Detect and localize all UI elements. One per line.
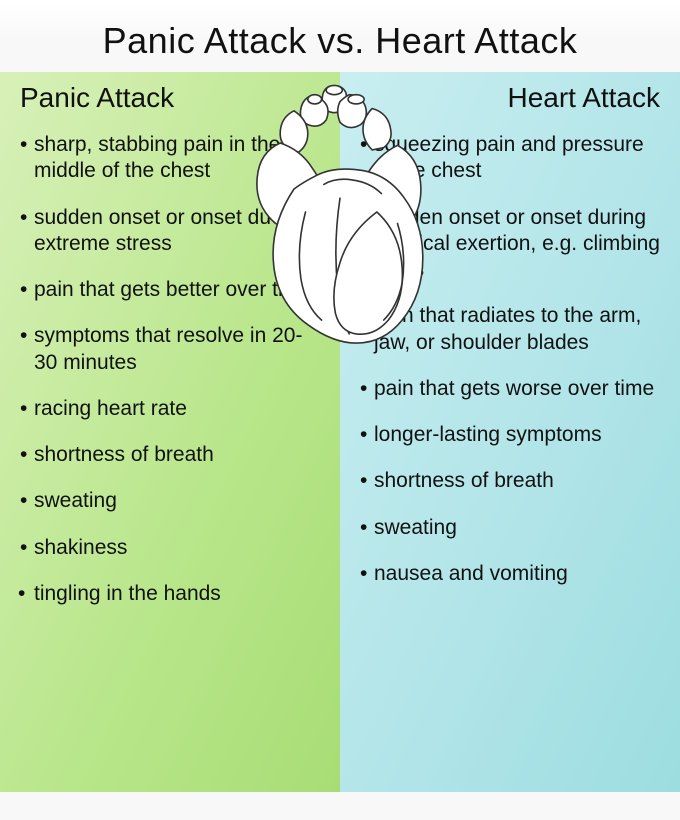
list-item: shortness of breath (20, 442, 320, 468)
list-item: pain that radiates to the arm, jaw, or s… (360, 303, 660, 356)
infographic-page: Panic Attack vs. Heart Attack Panic Atta… (0, 0, 680, 820)
list-item: nausea and vomiting (360, 561, 660, 587)
list-item: shakiness (20, 535, 320, 561)
list-item: racing heart rate (20, 396, 320, 422)
comparison-columns: Panic Attack sharp, stabbing pain in the… (0, 72, 680, 792)
list-item: tingling in the hands (20, 581, 320, 607)
list-item: pain that gets worse over time (360, 376, 660, 402)
list-item: sweating (360, 515, 660, 541)
list-item: shortness of breath (360, 468, 660, 494)
list-item: sharp, stabbing pain in the middle of th… (20, 132, 320, 185)
main-title: Panic Attack vs. Heart Attack (0, 0, 680, 72)
heart-list: squeezing pain and pressure in the chest… (360, 132, 660, 587)
heart-attack-column: Heart Attack squeezing pain and pressure… (340, 72, 680, 792)
list-item: sudden onset or onset during physical ex… (360, 205, 660, 284)
heart-heading: Heart Attack (360, 82, 660, 114)
list-item: longer-lasting symptoms (360, 422, 660, 448)
panic-heading: Panic Attack (20, 82, 320, 114)
list-item: squeezing pain and pressure in the chest (360, 132, 660, 185)
list-item: pain that gets better over time (20, 277, 320, 303)
list-item: sudden onset or onset due to extreme str… (20, 205, 320, 258)
panic-list: sharp, stabbing pain in the middle of th… (20, 132, 320, 607)
panic-attack-column: Panic Attack sharp, stabbing pain in the… (0, 72, 340, 792)
list-item: symptoms that resolve in 20-30 minutes (20, 323, 320, 376)
list-item: sweating (20, 488, 320, 514)
